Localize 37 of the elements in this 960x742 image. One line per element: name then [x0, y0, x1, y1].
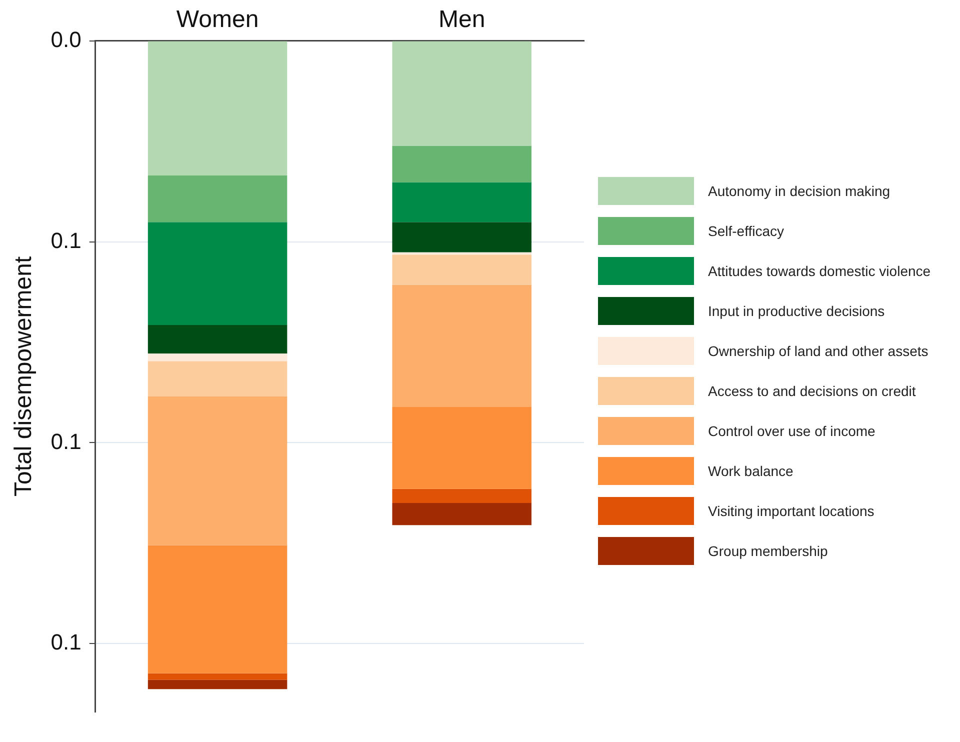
text: Group membership	[708, 543, 828, 559]
bar	[392, 146, 532, 182]
text: Access to and decisions on credit	[708, 383, 916, 399]
bar	[392, 503, 532, 526]
bar	[392, 406, 532, 489]
bar	[392, 284, 532, 407]
bar	[392, 252, 532, 255]
bar	[392, 41, 532, 146]
bar	[392, 182, 532, 222]
text: Input in productive decisions	[708, 303, 885, 319]
bar	[392, 488, 532, 504]
y-axis-title: Total disempowerment	[10, 256, 38, 496]
text: Self-efficacy	[708, 223, 784, 239]
bar	[148, 222, 288, 325]
y-tick-label: 0.1	[50, 428, 82, 454]
x-tick-label: Men	[438, 6, 486, 34]
text: Visiting important locations	[708, 503, 874, 519]
y-tick-label: 0.0	[50, 26, 82, 52]
bar	[148, 545, 288, 674]
text: Work balance	[708, 463, 794, 479]
text: Autonomy in decision making	[708, 183, 890, 199]
bar	[148, 396, 288, 546]
y-tick-label: 0.1	[50, 228, 82, 253]
bar	[148, 41, 288, 176]
bar	[148, 680, 288, 690]
bar	[148, 324, 288, 354]
bar	[148, 673, 288, 680]
bar	[392, 254, 532, 285]
text: Control over use of income	[708, 423, 876, 439]
bar	[148, 175, 288, 222]
x-tick-label: Women	[176, 6, 259, 34]
text: Ownership of land and other assets	[708, 343, 928, 359]
y-tick-label: 0.1	[50, 630, 82, 655]
text: Attitudes towards domestic violence	[708, 263, 931, 279]
bar	[148, 361, 288, 396]
bar	[392, 222, 532, 252]
bar	[148, 353, 288, 362]
